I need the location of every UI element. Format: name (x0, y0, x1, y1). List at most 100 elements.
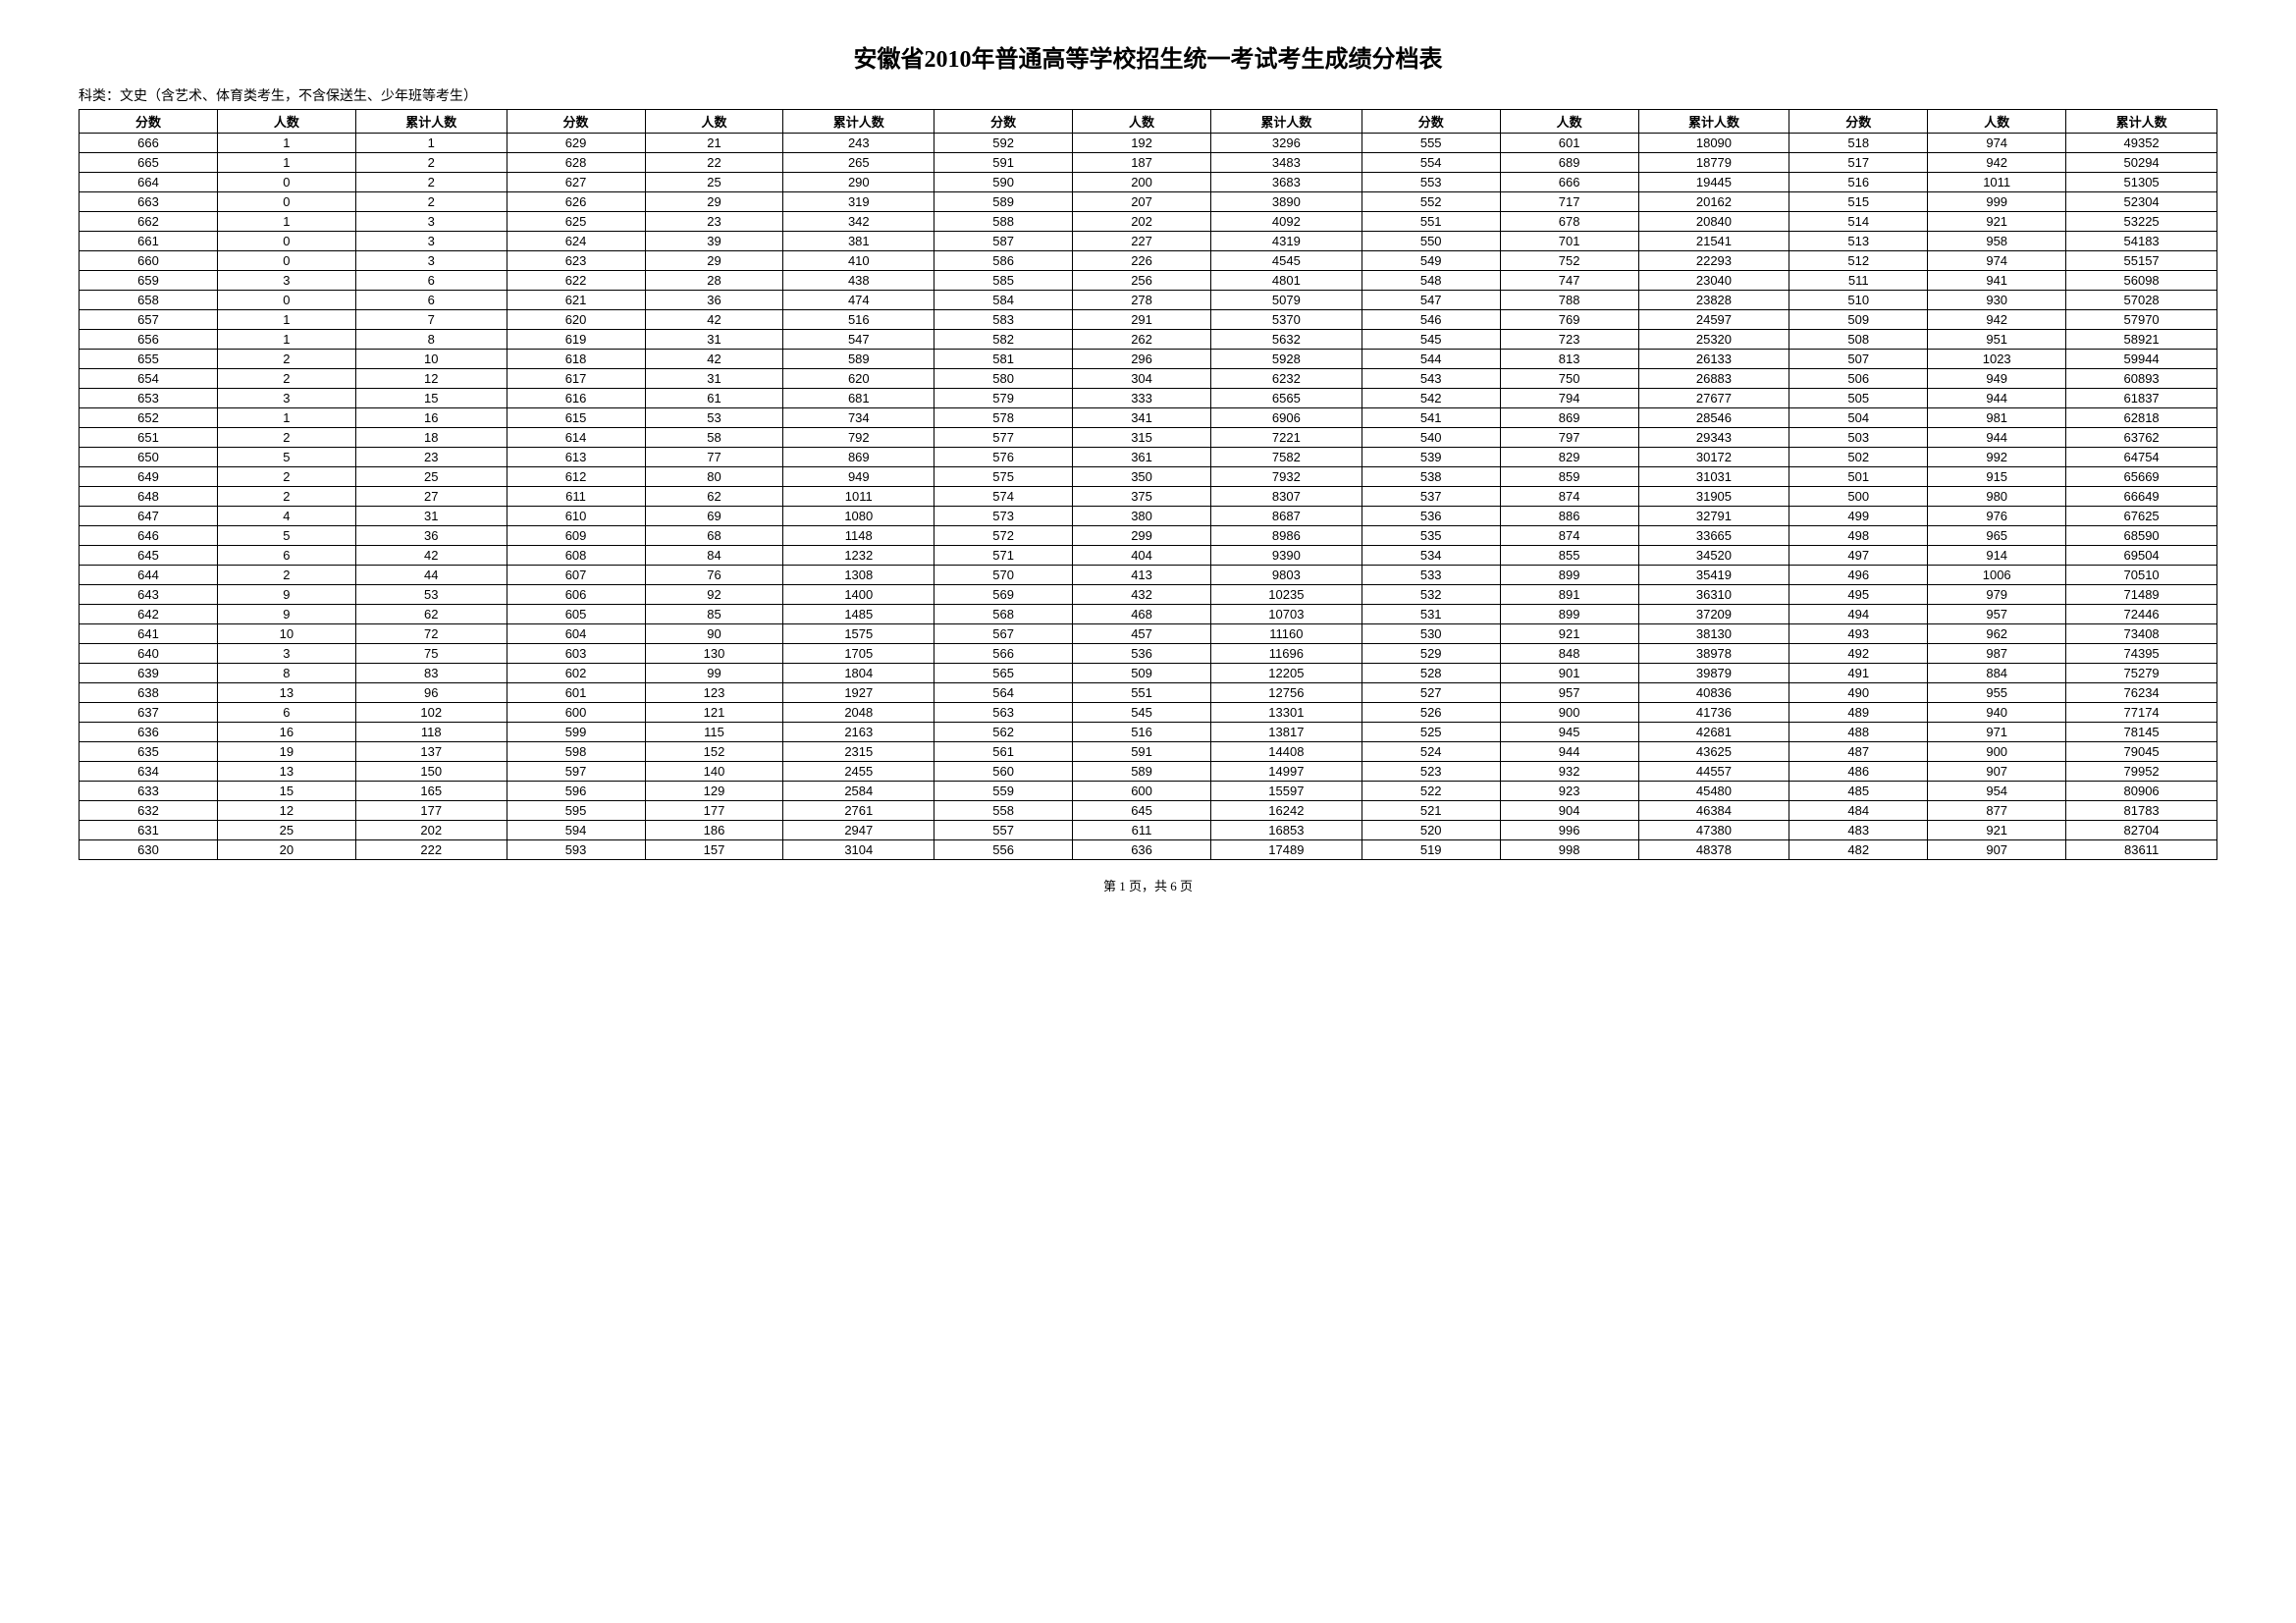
cell-count: 545 (1073, 703, 1211, 723)
cell-score: 655 (80, 350, 218, 369)
cell-cumulative: 33665 (1638, 526, 1789, 546)
cell-count: 341 (1073, 408, 1211, 428)
cell-score: 639 (80, 664, 218, 683)
cell-cumulative: 76234 (2066, 683, 2217, 703)
cell-score: 497 (1789, 546, 1928, 566)
cell-score: 652 (80, 408, 218, 428)
cell-count: 129 (645, 782, 783, 801)
cell-count: 678 (1500, 212, 1638, 232)
cell-score: 530 (1362, 624, 1500, 644)
col-header-cumulative: 累计人数 (783, 110, 934, 134)
cell-count: 2 (217, 428, 355, 448)
cell-count: 942 (1928, 310, 2066, 330)
cell-count: 21 (645, 134, 783, 153)
cell-count: 157 (645, 840, 783, 860)
cell-cumulative: 3104 (783, 840, 934, 860)
cell-count: 869 (1500, 408, 1638, 428)
cell-count: 551 (1073, 683, 1211, 703)
cell-score: 613 (507, 448, 645, 467)
cell-count: 1 (217, 153, 355, 173)
cell-count: 262 (1073, 330, 1211, 350)
cell-cumulative: 8986 (1211, 526, 1362, 546)
cell-count: 516 (1073, 723, 1211, 742)
cell-cumulative: 8 (355, 330, 507, 350)
cell-score: 486 (1789, 762, 1928, 782)
cell-count: 256 (1073, 271, 1211, 291)
table-row: 6512186145879257731572215407972934350394… (80, 428, 2217, 448)
cell-cumulative: 46384 (1638, 801, 1789, 821)
cell-count: 413 (1073, 566, 1211, 585)
cell-score: 488 (1789, 723, 1928, 742)
cell-cumulative: 2 (355, 173, 507, 192)
cell-cumulative: 42 (355, 546, 507, 566)
cell-count: 29 (645, 192, 783, 212)
cell-score: 509 (1789, 310, 1928, 330)
cell-count: 636 (1073, 840, 1211, 860)
cell-score: 558 (934, 801, 1073, 821)
cell-score: 512 (1789, 251, 1928, 271)
cell-count: 954 (1928, 782, 2066, 801)
cell-count: 3 (217, 389, 355, 408)
cell-cumulative: 75 (355, 644, 507, 664)
table-row: 6312520259418629475576111685352099647380… (80, 821, 2217, 840)
cell-score: 598 (507, 742, 645, 762)
cell-count: 971 (1928, 723, 2066, 742)
cell-cumulative: 11696 (1211, 644, 1362, 664)
cell-score: 549 (1362, 251, 1500, 271)
cell-cumulative: 30172 (1638, 448, 1789, 467)
cell-cumulative: 38130 (1638, 624, 1789, 644)
cell-cumulative: 7582 (1211, 448, 1362, 467)
cell-count: 941 (1928, 271, 2066, 291)
cell-score: 660 (80, 251, 218, 271)
cell-count: 200 (1073, 173, 1211, 192)
cell-cumulative: 16853 (1211, 821, 1362, 840)
cell-score: 490 (1789, 683, 1928, 703)
col-header-count: 人数 (1073, 110, 1211, 134)
table-row: 6411072604901575567457111605309213813049… (80, 624, 2217, 644)
cell-score: 536 (1362, 507, 1500, 526)
cell-score: 537 (1362, 487, 1500, 507)
table-row: 6630262629319589207389055271720162515999… (80, 192, 2217, 212)
cell-count: 945 (1500, 723, 1638, 742)
cell-cumulative: 12756 (1211, 683, 1362, 703)
cell-score: 511 (1789, 271, 1928, 291)
cell-cumulative: 57028 (2066, 291, 2217, 310)
cell-count: 752 (1500, 251, 1638, 271)
cell-score: 604 (507, 624, 645, 644)
cell-score: 633 (80, 782, 218, 801)
cell-score: 491 (1789, 664, 1928, 683)
table-row: 6456426088412325714049390534855345204979… (80, 546, 2217, 566)
cell-cumulative: 3890 (1211, 192, 1362, 212)
cell-score: 546 (1362, 310, 1500, 330)
score-table: 分数人数累计人数分数人数累计人数分数人数累计人数分数人数累计人数分数人数累计人数… (79, 109, 2217, 860)
cell-score: 566 (934, 644, 1073, 664)
cell-count: 666 (1500, 173, 1638, 192)
cell-count: 998 (1500, 840, 1638, 860)
cell-score: 543 (1362, 369, 1500, 389)
col-header-score: 分数 (80, 110, 218, 134)
cell-score: 578 (934, 408, 1073, 428)
cell-score: 518 (1789, 134, 1928, 153)
cell-count: 99 (645, 664, 783, 683)
cell-score: 609 (507, 526, 645, 546)
cell-count: 61 (645, 389, 783, 408)
cell-count: 5 (217, 526, 355, 546)
page-title: 安徽省2010年普通高等学校招生统一考试考生成绩分档表 (79, 39, 2217, 74)
cell-score: 505 (1789, 389, 1928, 408)
cell-count: 2 (217, 566, 355, 585)
cell-cumulative: 4092 (1211, 212, 1362, 232)
cell-count: 16 (217, 723, 355, 742)
table-row: 6621362523342588202409255167820840514921… (80, 212, 2217, 232)
cell-score: 661 (80, 232, 218, 251)
cell-score: 622 (507, 271, 645, 291)
cell-cumulative: 96 (355, 683, 507, 703)
cell-count: 121 (645, 703, 783, 723)
cell-cumulative: 7932 (1211, 467, 1362, 487)
cell-count: 962 (1928, 624, 2066, 644)
cell-score: 569 (934, 585, 1073, 605)
cell-score: 640 (80, 644, 218, 664)
cell-count: 958 (1928, 232, 2066, 251)
cell-cumulative: 79952 (2066, 762, 2217, 782)
cell-cumulative: 18779 (1638, 153, 1789, 173)
cell-count: 468 (1073, 605, 1211, 624)
